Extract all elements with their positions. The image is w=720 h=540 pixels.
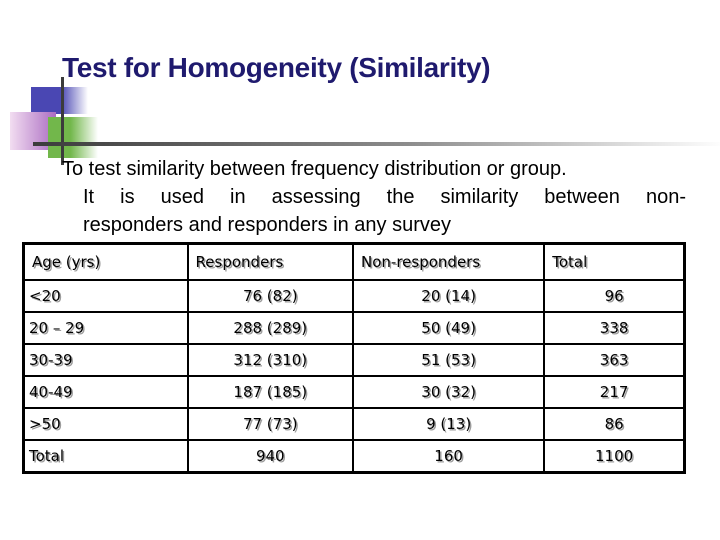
header-total: Total xyxy=(543,242,686,281)
table-row: >50 77 (73) 9 (13) 86 xyxy=(22,407,686,441)
cell-age: 30-39 xyxy=(22,343,189,377)
body-text-line-3: responders and responders in any survey xyxy=(83,214,451,236)
table-row: <20 76 (82) 20 (14) 96 xyxy=(22,279,686,313)
cell-age: >50 xyxy=(22,407,189,441)
cell-total: 338 xyxy=(543,311,686,345)
cell-responders: 187 (185) xyxy=(186,375,355,409)
cell-total: 1100 xyxy=(543,439,686,474)
cell-age: Total xyxy=(22,439,189,474)
cell-age: 40-49 xyxy=(22,375,189,409)
table-row: 40-49 187 (185) 30 (32) 217 xyxy=(22,375,686,409)
cell-responders: 940 xyxy=(186,439,355,474)
cell-responders: 312 (310) xyxy=(186,343,355,377)
cell-non-responders: 51 (53) xyxy=(352,343,546,377)
cell-responders: 77 (73) xyxy=(186,407,355,441)
body-text-line-1: To test similarity between frequency dis… xyxy=(62,158,567,180)
decor-horizontal-rule xyxy=(33,142,720,146)
cell-non-responders: 9 (13) xyxy=(352,407,546,441)
cell-non-responders: 30 (32) xyxy=(352,375,546,409)
cell-age: <20 xyxy=(22,279,189,313)
table-row: 20 – 29 288 (289) 50 (49) 338 xyxy=(22,311,686,345)
cell-non-responders: 20 (14) xyxy=(352,279,546,313)
table-total-row: Total 940 160 1100 xyxy=(22,439,686,474)
cell-total: 86 xyxy=(543,407,686,441)
decor-green-square xyxy=(48,117,98,158)
cell-responders: 76 (82) xyxy=(186,279,355,313)
decor-blue-square xyxy=(31,87,88,114)
header-non-responders: Non-responders xyxy=(352,242,546,281)
header-age: Age (yrs) xyxy=(22,242,189,281)
cell-total: 96 xyxy=(543,279,686,313)
cell-non-responders: 160 xyxy=(352,439,546,474)
frequency-table: Age (yrs) Responders Non-responders Tota… xyxy=(22,242,686,474)
table-row: 30-39 312 (310) 51 (53) 363 xyxy=(22,343,686,377)
cell-non-responders: 50 (49) xyxy=(352,311,546,345)
table-header-row: Age (yrs) Responders Non-responders Tota… xyxy=(22,242,686,281)
cell-responders: 288 (289) xyxy=(186,311,355,345)
slide-title: Test for Homogeneity (Similarity) xyxy=(62,52,491,83)
cell-total: 363 xyxy=(543,343,686,377)
body-text-line-2: It is used in assessing the similarity b… xyxy=(83,186,686,208)
cell-total: 217 xyxy=(543,375,686,409)
cell-age: 20 – 29 xyxy=(22,311,189,345)
decor-vertical-rule xyxy=(61,77,64,165)
header-responders: Responders xyxy=(186,242,355,281)
